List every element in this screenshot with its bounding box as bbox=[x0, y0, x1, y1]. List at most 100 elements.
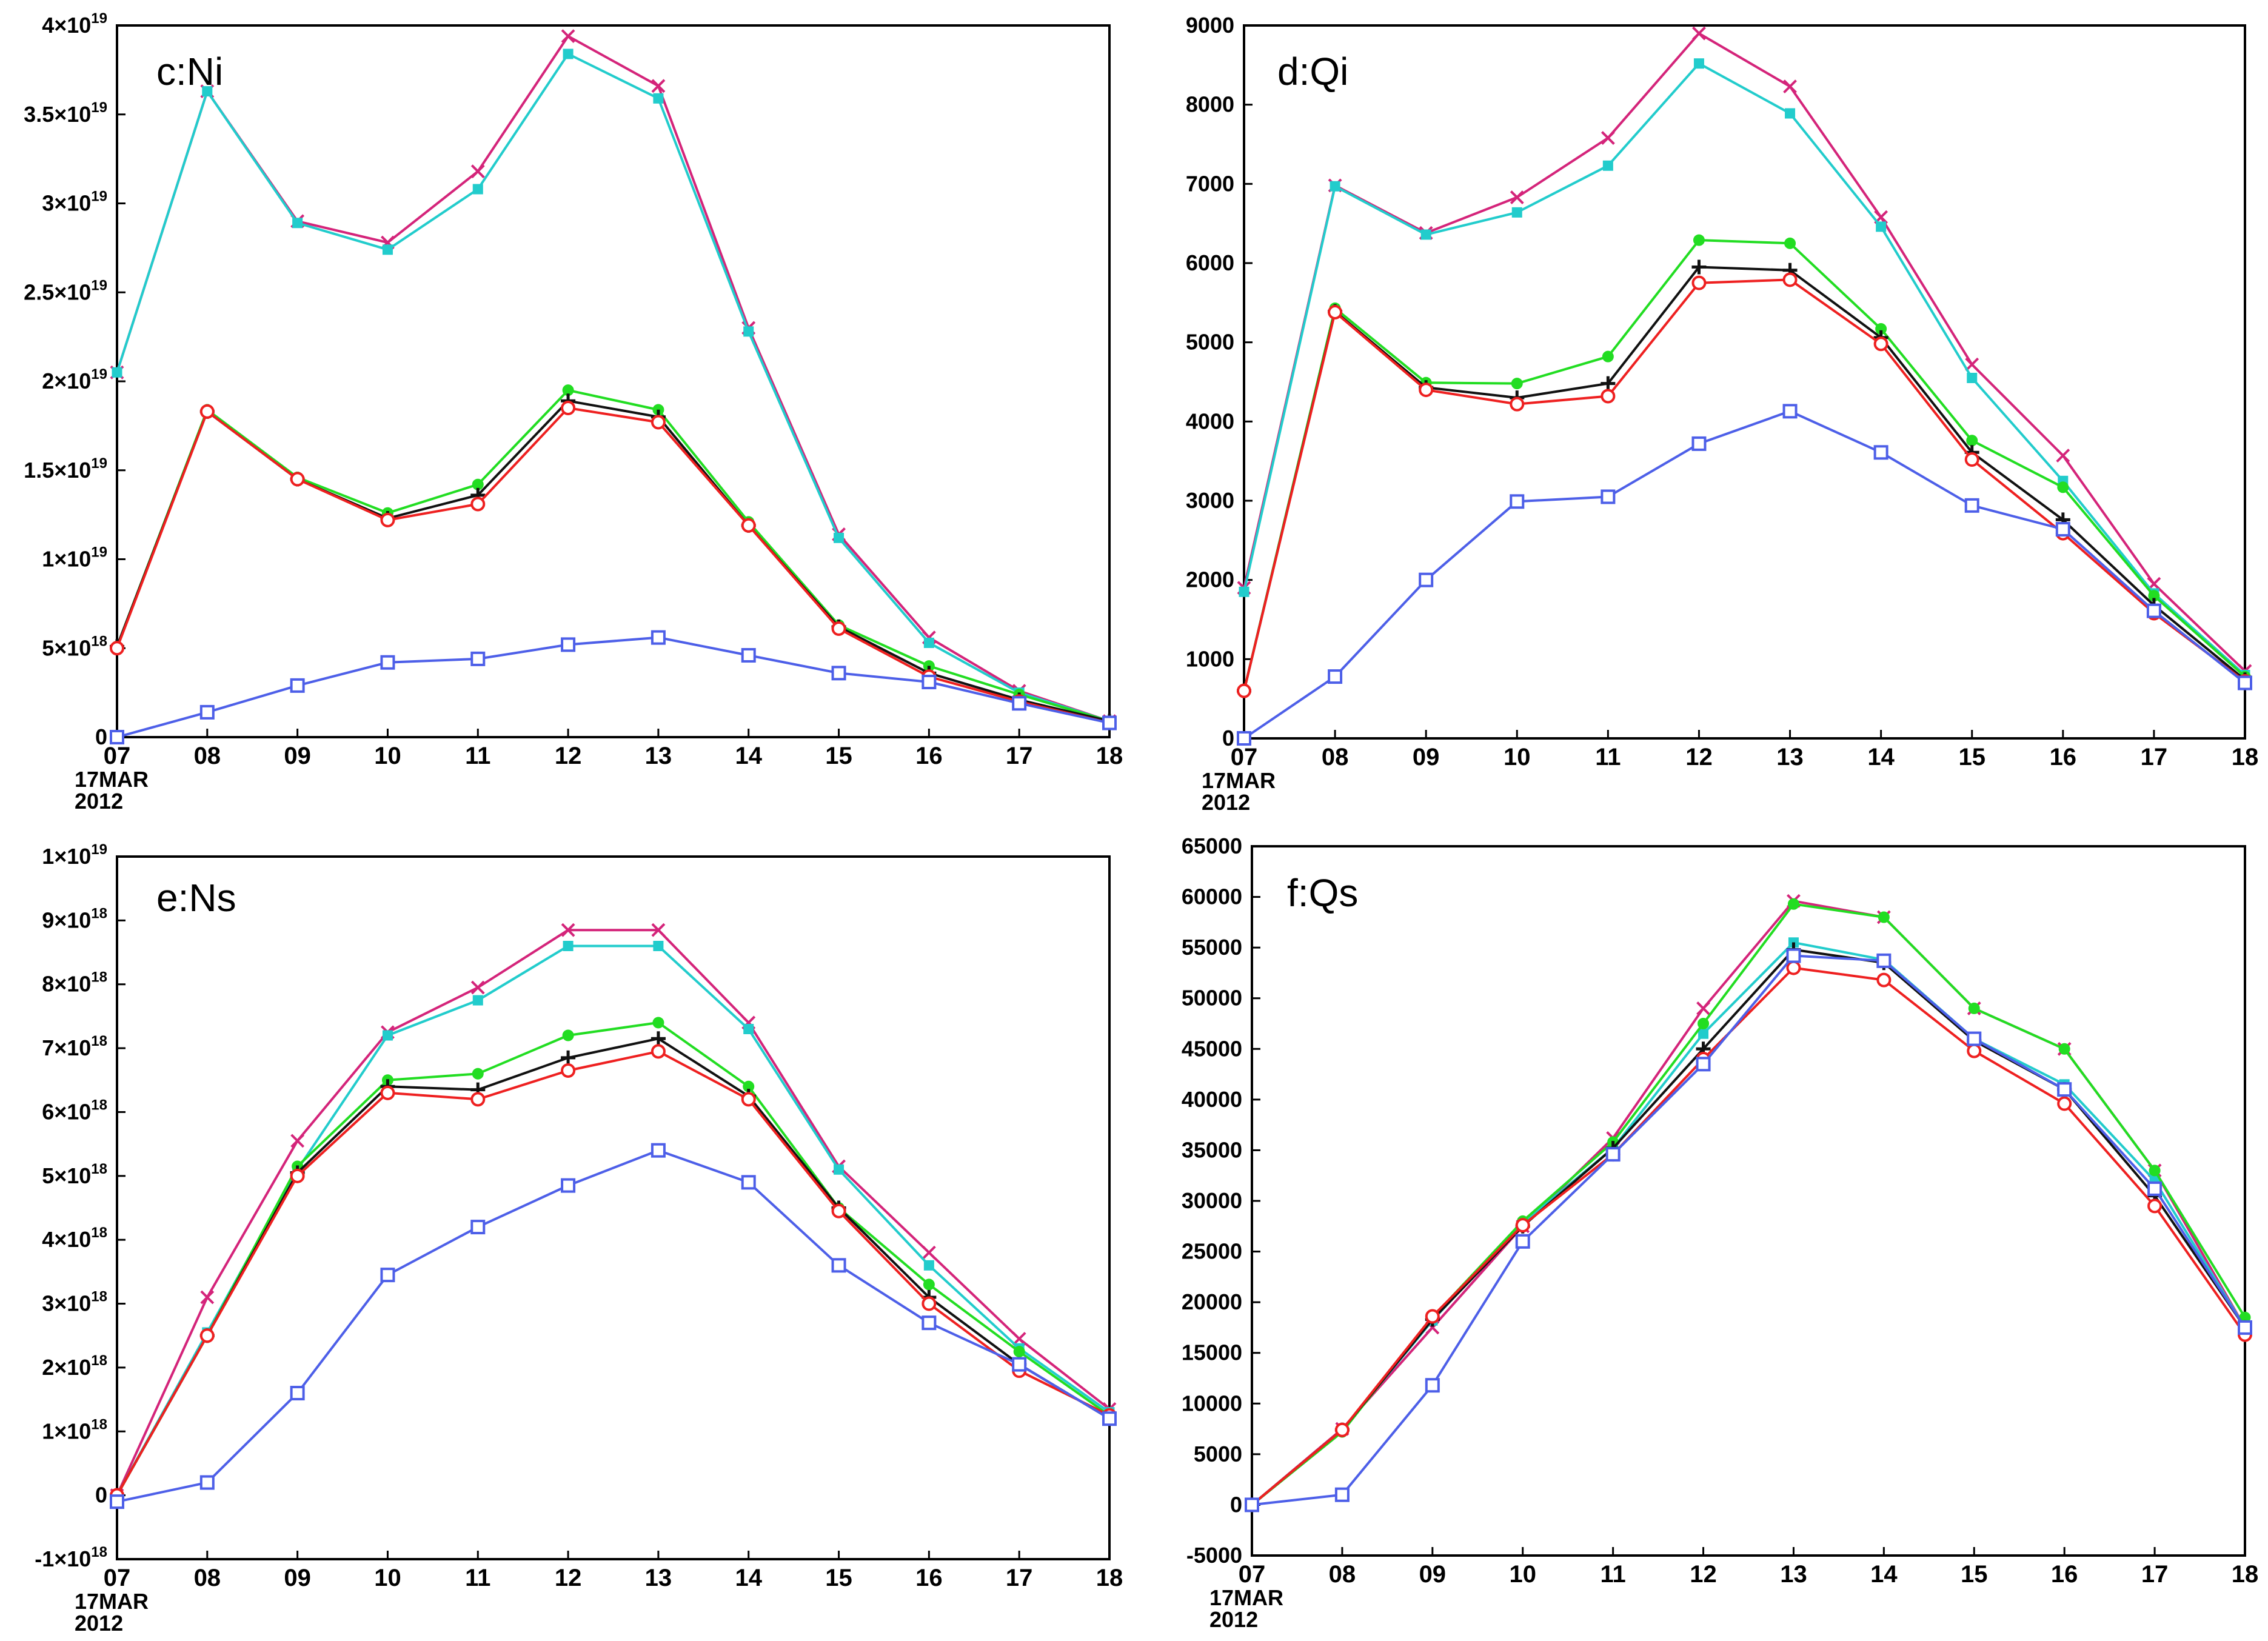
data-point-marker bbox=[2149, 1165, 2161, 1177]
x-tick-label: 18 bbox=[1096, 743, 1123, 769]
data-point-marker bbox=[1013, 1346, 1025, 1358]
data-point-marker bbox=[651, 1143, 666, 1158]
series-blue bbox=[110, 630, 1117, 744]
y-tick-base: 4×10 bbox=[42, 13, 91, 38]
x-tick-label: 16 bbox=[915, 1565, 943, 1591]
x-date-year: 2012 bbox=[1209, 1607, 1258, 1632]
y-tick-base: 4000 bbox=[1186, 409, 1234, 433]
data-point-marker bbox=[651, 415, 666, 430]
plot-frame bbox=[1251, 845, 2246, 1557]
y-tick-label: 8×1018 bbox=[42, 969, 107, 997]
data-point-marker bbox=[1419, 383, 1434, 398]
y-tick-label: 25000 bbox=[1182, 1239, 1242, 1264]
data-point-marker bbox=[561, 1063, 576, 1078]
y-tick-label: 3000 bbox=[1186, 488, 1234, 513]
y-tick-exponent: 19 bbox=[91, 841, 107, 858]
y-tick-base: 1×10 bbox=[42, 547, 91, 572]
y-tick-base: 0 bbox=[95, 1483, 107, 1508]
x-tick-label: 13 bbox=[645, 743, 672, 769]
y-tick-base: 1.5×10 bbox=[24, 458, 91, 483]
y-tick-label: 4000 bbox=[1186, 409, 1234, 433]
chart-panel-c-ni: 05×10181×10191.5×10192×10192.5×10193×101… bbox=[24, 10, 1123, 814]
y-tick-base: 0 bbox=[1222, 726, 1234, 750]
data-point-marker bbox=[1425, 1309, 1440, 1324]
data-point-marker bbox=[1511, 378, 1523, 390]
x-tick-label: 15 bbox=[825, 743, 852, 769]
x-tick-label: 16 bbox=[2050, 744, 2077, 770]
data-point-marker bbox=[1691, 259, 1707, 275]
y-tick-base: -5000 bbox=[1186, 1543, 1242, 1568]
y-tick-base: 8×10 bbox=[42, 972, 91, 997]
y-tick-label: 7×1018 bbox=[42, 1033, 107, 1060]
data-point-marker bbox=[470, 651, 486, 666]
x-tick-label: 18 bbox=[1096, 1565, 1123, 1591]
x-tick-label: 15 bbox=[1958, 744, 1985, 770]
x-tick-label: 11 bbox=[1600, 1561, 1625, 1588]
y-tick-base: 9000 bbox=[1186, 13, 1234, 38]
x-date-month: 17MAR bbox=[75, 1589, 149, 1614]
y-tick-base: 1×10 bbox=[42, 1419, 91, 1443]
y-tick-base: -1×10 bbox=[35, 1546, 91, 1571]
y-tick-label: 8000 bbox=[1186, 92, 1234, 117]
y-tick-exponent: 19 bbox=[91, 10, 107, 27]
y-tick-exponent: 19 bbox=[91, 544, 107, 561]
x-date-year: 2012 bbox=[75, 789, 123, 814]
y-tick-exponent: 18 bbox=[91, 905, 107, 921]
y-tick-label: 60000 bbox=[1182, 884, 1242, 909]
plot-frame bbox=[116, 855, 1111, 1560]
y-tick-base: 20000 bbox=[1182, 1289, 1242, 1314]
series-line bbox=[1243, 266, 2246, 692]
data-point-marker bbox=[2056, 449, 2070, 463]
x-tick-label: 07 bbox=[1231, 744, 1258, 770]
data-point-marker bbox=[831, 1258, 846, 1273]
data-point-marker bbox=[1330, 181, 1340, 192]
y-tick-base: 60000 bbox=[1182, 884, 1242, 909]
data-point-marker bbox=[382, 1030, 393, 1041]
y-tick-base: 4×10 bbox=[42, 1227, 91, 1252]
data-point-marker bbox=[1967, 1031, 1982, 1046]
x-date-month: 17MAR bbox=[1209, 1585, 1283, 1610]
y-tick-base: 10000 bbox=[1182, 1391, 1242, 1415]
data-point-marker bbox=[1876, 953, 1892, 968]
y-tick-label: 35000 bbox=[1182, 1137, 1242, 1162]
x-tick-label: 14 bbox=[735, 743, 762, 769]
data-point-marker bbox=[1786, 960, 1801, 975]
data-point-marker bbox=[2238, 1320, 2252, 1335]
data-point-marker bbox=[470, 980, 485, 995]
x-tick-label: 10 bbox=[374, 743, 401, 769]
y-tick-label: 20000 bbox=[1182, 1289, 1242, 1314]
data-point-marker bbox=[290, 1386, 305, 1401]
y-tick-label: 2×1018 bbox=[42, 1352, 107, 1380]
data-point-marker bbox=[1693, 234, 1705, 246]
y-tick-label: 5000 bbox=[1194, 1442, 1242, 1466]
data-point-marker bbox=[653, 941, 664, 952]
data-point-marker bbox=[834, 532, 845, 543]
x-tick-label: 07 bbox=[1239, 1561, 1266, 1588]
y-tick-base: 1×10 bbox=[42, 844, 91, 869]
y-tick-exponent: 18 bbox=[91, 1097, 107, 1113]
data-point-marker bbox=[1696, 1001, 1710, 1015]
series-line bbox=[116, 389, 1110, 723]
series-line bbox=[116, 1149, 1111, 1503]
y-tick-base: 55000 bbox=[1182, 935, 1242, 960]
series-blue bbox=[1245, 948, 2252, 1512]
series-line bbox=[116, 407, 1110, 724]
data-point-marker bbox=[1601, 489, 1616, 504]
series-line bbox=[1243, 278, 2246, 692]
data-point-marker bbox=[653, 93, 664, 104]
y-tick-base: 15000 bbox=[1182, 1340, 1242, 1365]
y-tick-base: 6000 bbox=[1186, 250, 1234, 275]
data-point-marker bbox=[1698, 1028, 1709, 1039]
data-point-marker bbox=[923, 1260, 934, 1271]
y-tick-exponent: 19 bbox=[91, 455, 107, 472]
x-tick-label: 11 bbox=[1595, 744, 1621, 770]
data-point-marker bbox=[1787, 898, 1799, 910]
x-date-year: 2012 bbox=[1202, 790, 1250, 815]
y-tick-exponent: 19 bbox=[91, 189, 107, 205]
x-tick-label: 16 bbox=[915, 743, 943, 769]
data-point-marker bbox=[1328, 669, 1343, 684]
y-tick-label: 50000 bbox=[1182, 986, 1242, 1011]
data-point-marker bbox=[651, 79, 666, 93]
data-point-marker bbox=[1012, 1357, 1027, 1372]
y-tick-exponent: 18 bbox=[91, 1289, 107, 1305]
